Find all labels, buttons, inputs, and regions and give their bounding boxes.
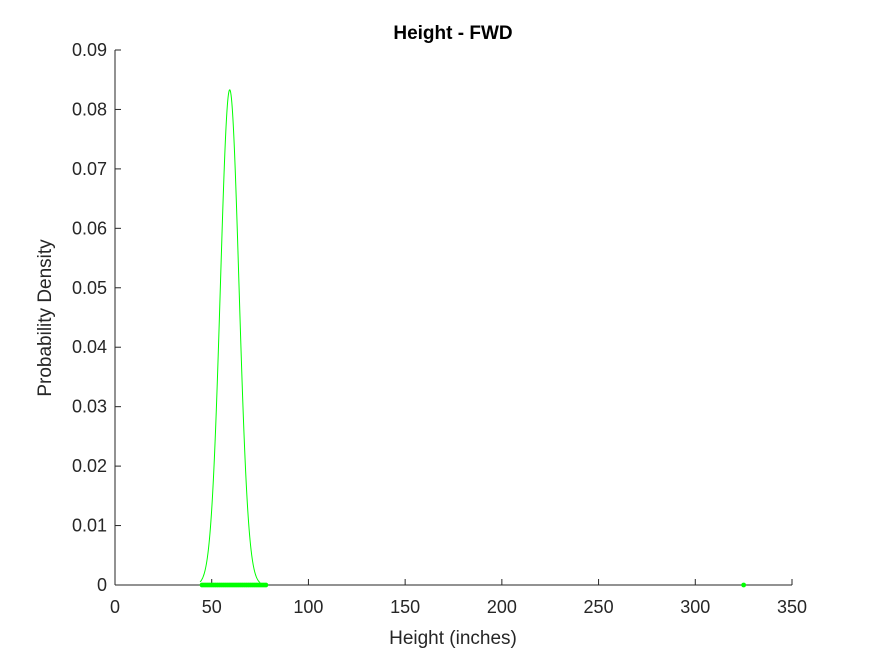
y-tick-label: 0: [97, 575, 107, 595]
y-axis-label: Probability Density: [35, 239, 56, 397]
x-ticks: 0 50 100 150 200 250 300 350: [110, 579, 807, 617]
y-tick-label: 0.09: [72, 40, 107, 60]
x-tick-label: 250: [584, 597, 614, 617]
data-marks: [199, 89, 747, 588]
density-curve: [199, 89, 261, 584]
y-tick-label: 0.08: [72, 99, 107, 119]
x-tick-label: 0: [110, 597, 120, 617]
x-tick-label: 150: [390, 597, 420, 617]
y-tick-label: 0.02: [72, 456, 107, 476]
x-tick-label: 50: [202, 597, 222, 617]
y-tick-label: 0.03: [72, 397, 107, 417]
x-axis-label: Height (inches): [389, 628, 517, 649]
y-ticks: 0 0.01 0.02 0.03 0.04 0.05 0.06 0.07 0.08 0.09: [72, 40, 121, 595]
data-point: [263, 582, 269, 588]
x-tick-label: 100: [293, 597, 323, 617]
y-tick-label: 0.05: [72, 278, 107, 298]
y-tick-label: 0.01: [72, 516, 107, 536]
axes: [114, 50, 792, 586]
x-tick-label: 200: [487, 597, 517, 617]
x-tick-label: 300: [680, 597, 710, 617]
y-tick-label: 0.04: [72, 337, 107, 357]
chart-title: Height - FWD: [393, 23, 512, 44]
x-tick-label: 350: [777, 597, 807, 617]
y-tick-label: 0.07: [72, 159, 107, 179]
data-point: [741, 582, 747, 588]
y-tick-label: 0.06: [72, 218, 107, 238]
